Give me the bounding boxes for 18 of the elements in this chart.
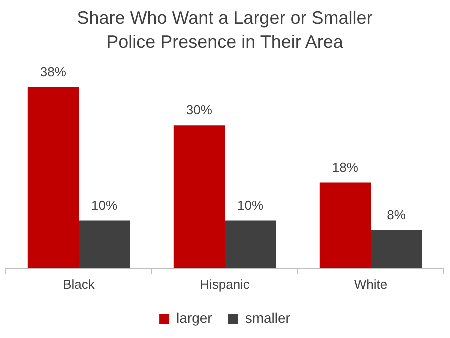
data-label: 10% — [238, 198, 264, 213]
x-tick-label: White — [354, 276, 388, 292]
data-label: 8% — [387, 207, 406, 222]
bar — [79, 220, 130, 268]
x-tick-label: Black — [63, 276, 96, 292]
x-tick-label: Hispanic — [200, 276, 250, 292]
bar — [320, 182, 371, 268]
legend-label: larger — [176, 310, 213, 326]
bar — [174, 126, 225, 268]
data-label: 10% — [92, 198, 118, 213]
chart-title: Share Who Want a Larger or Smaller Police Presence in Their Area — [76, 7, 374, 54]
data-label: 30% — [186, 102, 213, 118]
data-label: 38% — [40, 64, 67, 80]
bar — [371, 230, 422, 268]
bar — [225, 220, 276, 268]
bar — [28, 88, 79, 268]
data-label: 18% — [332, 160, 359, 175]
legend-label: smaller — [245, 310, 291, 326]
